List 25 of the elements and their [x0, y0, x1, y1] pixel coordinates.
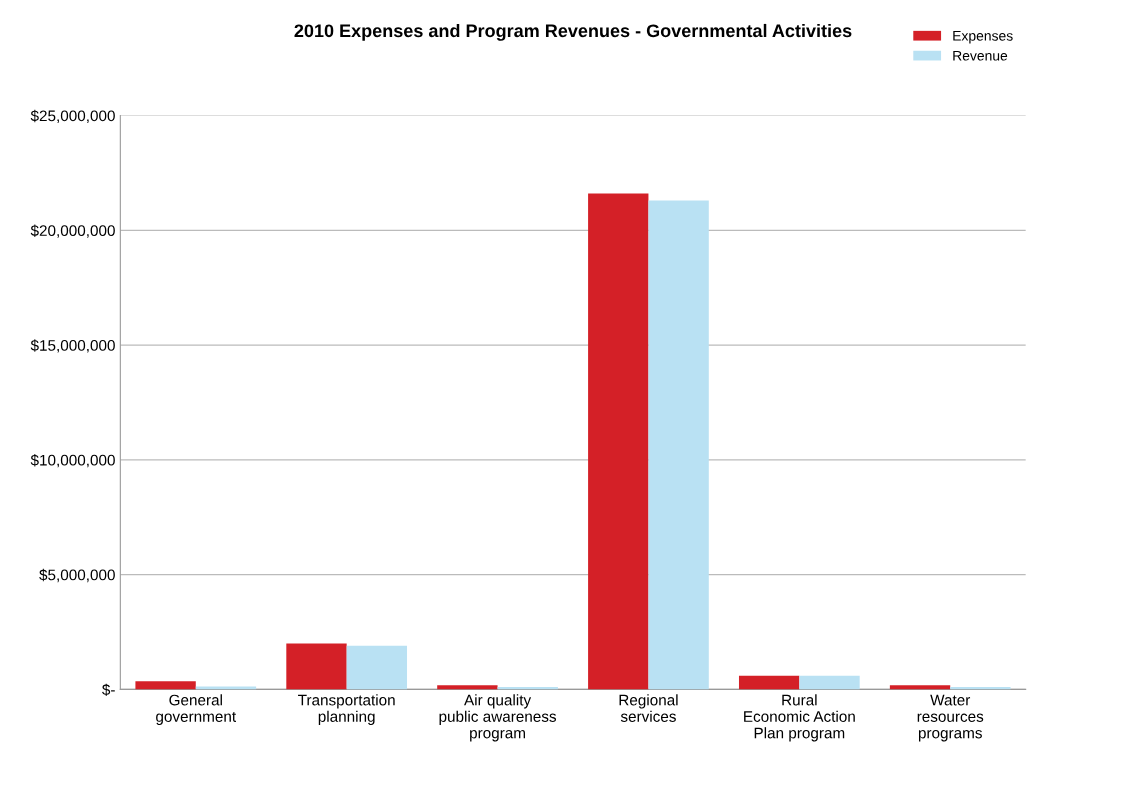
y-tick-label: $- — [102, 683, 115, 696]
bar — [648, 200, 709, 690]
bar — [195, 686, 257, 690]
y-tick-label: $5,000,000 — [39, 568, 115, 583]
bar — [346, 645, 408, 690]
y-tick-label: $20,000,000 — [30, 224, 115, 238]
x-tick-label: Rural Economic Action Plan program — [744, 694, 855, 742]
legend-label: Expenses — [953, 31, 1013, 44]
x-tick-label: General government — [156, 694, 237, 725]
y-tick-label: $15,000,000 — [30, 339, 115, 353]
y-tick-label: $25,000,000 — [30, 109, 115, 124]
bar — [588, 193, 649, 690]
chart-title: 2010 Expenses and Program Revenues - Governmental Activities — [294, 23, 852, 41]
bar — [799, 675, 860, 690]
bar — [889, 685, 951, 690]
bar — [135, 681, 196, 690]
bar — [437, 685, 498, 690]
x-tick-label: Water resources programs — [917, 694, 984, 742]
legend-label: Revenue — [953, 50, 1008, 61]
bar — [738, 675, 800, 690]
x-tick-label: Air quality public awareness program — [439, 694, 557, 742]
y-tick-label: $10,000,000 — [30, 454, 115, 468]
x-tick-label: Transportation planning — [298, 694, 395, 725]
x-tick-label: Regional services — [619, 694, 678, 722]
bar — [286, 643, 347, 690]
